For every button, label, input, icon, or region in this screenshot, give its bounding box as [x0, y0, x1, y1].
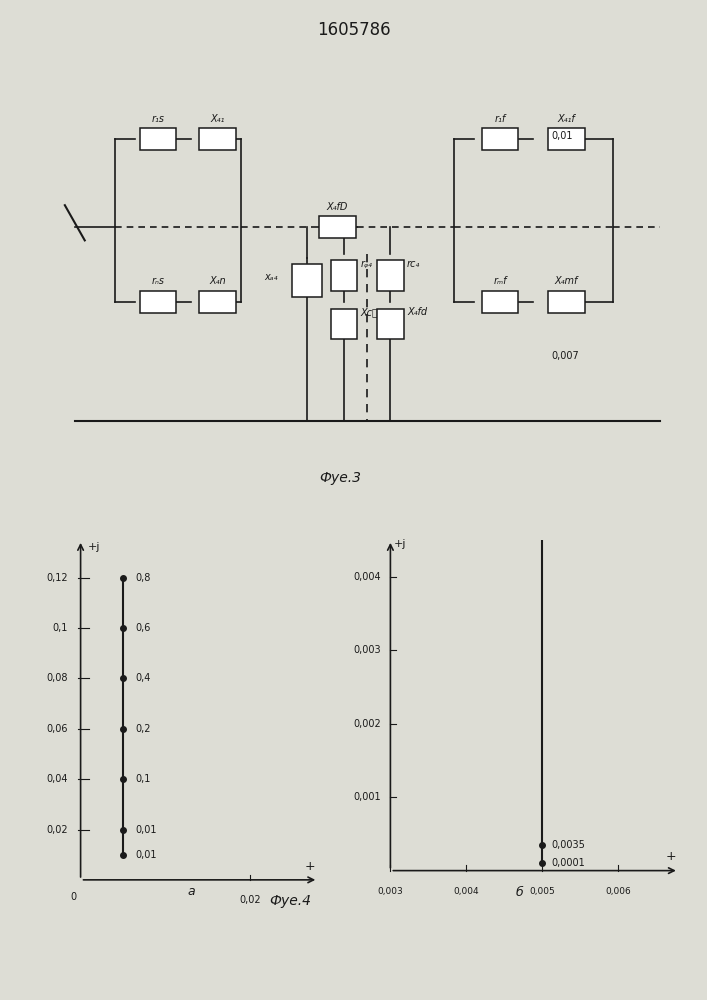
Text: rᴄ₄: rᴄ₄	[407, 259, 421, 269]
Text: 0,01: 0,01	[136, 825, 157, 835]
Text: X₄mf: X₄mf	[555, 276, 578, 286]
Text: 0,005: 0,005	[530, 887, 555, 896]
Text: 0,2: 0,2	[136, 724, 151, 734]
Text: 0,1: 0,1	[136, 774, 151, 784]
Text: X₄fd: X₄fd	[407, 307, 427, 317]
Text: 0,006: 0,006	[605, 887, 631, 896]
Text: 0,8: 0,8	[136, 573, 151, 583]
Text: 0,002: 0,002	[354, 719, 381, 729]
Text: 0,02: 0,02	[46, 825, 68, 835]
Bar	[199, 128, 236, 150]
Text: 0,02: 0,02	[240, 895, 261, 905]
Bar	[378, 260, 404, 291]
Bar	[331, 309, 357, 339]
Text: 0,1: 0,1	[52, 623, 68, 633]
Text: 0,007: 0,007	[551, 351, 579, 361]
Text: 0,01: 0,01	[551, 131, 573, 141]
Bar	[319, 216, 356, 238]
Text: 0,004: 0,004	[354, 572, 381, 582]
Text: Xᴄᵯ₄: Xᴄᵯ₄	[361, 307, 382, 317]
Text: rₘf: rₘf	[493, 276, 507, 286]
Text: +j: +j	[395, 539, 407, 549]
Text: +j: +j	[88, 542, 100, 552]
Bar	[331, 260, 357, 291]
Text: б: б	[515, 886, 523, 899]
Text: a: a	[187, 885, 194, 898]
Text: rᵩ₄: rᵩ₄	[361, 259, 373, 269]
Text: X₄n: X₄n	[209, 276, 226, 286]
Bar	[139, 128, 176, 150]
Text: 0,01: 0,01	[136, 850, 157, 860]
Bar	[549, 128, 585, 150]
Bar	[482, 291, 518, 313]
Text: 0,12: 0,12	[46, 573, 68, 583]
Text: X₄₁: X₄₁	[211, 114, 225, 124]
Bar	[293, 263, 322, 296]
Text: 0,004: 0,004	[453, 887, 479, 896]
Text: r₁s: r₁s	[151, 114, 164, 124]
Text: 0: 0	[70, 892, 76, 902]
Text: +: +	[304, 860, 315, 873]
Bar	[378, 309, 404, 339]
Text: 0,06: 0,06	[47, 724, 68, 734]
Text: X₄₁f: X₄₁f	[558, 114, 575, 124]
Text: 0,6: 0,6	[136, 623, 151, 633]
Text: 0,003: 0,003	[378, 887, 403, 896]
Text: r₁f: r₁f	[494, 114, 506, 124]
Text: 0,001: 0,001	[354, 792, 381, 802]
Text: Фуе.3: Фуе.3	[320, 471, 362, 485]
Text: Фуе.4: Фуе.4	[269, 894, 311, 908]
Text: 0,0001: 0,0001	[551, 858, 585, 868]
Text: xₐ₄: xₐ₄	[264, 272, 278, 282]
Text: 0,04: 0,04	[47, 774, 68, 784]
Text: 0,4: 0,4	[136, 673, 151, 683]
Text: 0,003: 0,003	[354, 645, 381, 655]
Text: 0,0035: 0,0035	[551, 840, 585, 850]
Bar	[199, 291, 236, 313]
Text: +: +	[666, 850, 677, 863]
Text: 1605786: 1605786	[317, 21, 390, 39]
Bar	[139, 291, 176, 313]
Text: 0,08: 0,08	[47, 673, 68, 683]
Text: X₄fD: X₄fD	[327, 202, 348, 212]
Text: rₙs: rₙs	[151, 276, 164, 286]
Bar	[482, 128, 518, 150]
Bar	[549, 291, 585, 313]
